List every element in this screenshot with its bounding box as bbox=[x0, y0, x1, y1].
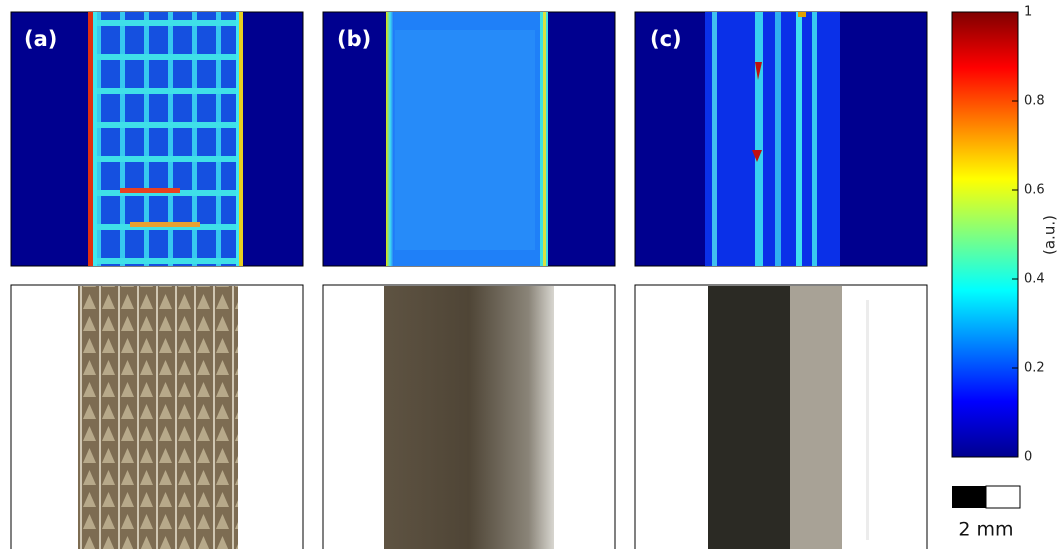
photo-b bbox=[323, 285, 615, 549]
figure: (a) (b) (c) ( bbox=[0, 0, 1062, 549]
panel-label: (c) bbox=[650, 27, 682, 51]
heatmap-a: (a) bbox=[11, 12, 303, 266]
colorbar-tick-label: 1 bbox=[1024, 5, 1032, 20]
panel-label: (a) bbox=[24, 27, 57, 51]
scale-bar-label: 2 mm bbox=[958, 519, 1013, 541]
scale-bar: 2 mm bbox=[952, 486, 1020, 541]
colorbar-tick-label: 0 bbox=[1024, 450, 1032, 465]
colorbar-tick-label: 0.4 bbox=[1024, 272, 1045, 287]
photo-a bbox=[11, 285, 303, 549]
colorbar: (a.u.) 0 0.2 0.4 0.6 0.8 1 bbox=[952, 5, 1059, 465]
panel-label: (b) bbox=[337, 27, 371, 51]
colorbar-label: (a.u.) bbox=[1041, 215, 1059, 255]
photo-c bbox=[635, 285, 927, 549]
colorbar-tick-label: 0.2 bbox=[1024, 361, 1045, 376]
colorbar-tick-label: 0.8 bbox=[1024, 94, 1045, 109]
heatmap-c: (c) bbox=[635, 12, 927, 266]
colorbar-gradient bbox=[952, 12, 1018, 457]
heatmap-b: (b) bbox=[323, 12, 615, 266]
colorbar-tick-label: 0.6 bbox=[1024, 183, 1045, 198]
